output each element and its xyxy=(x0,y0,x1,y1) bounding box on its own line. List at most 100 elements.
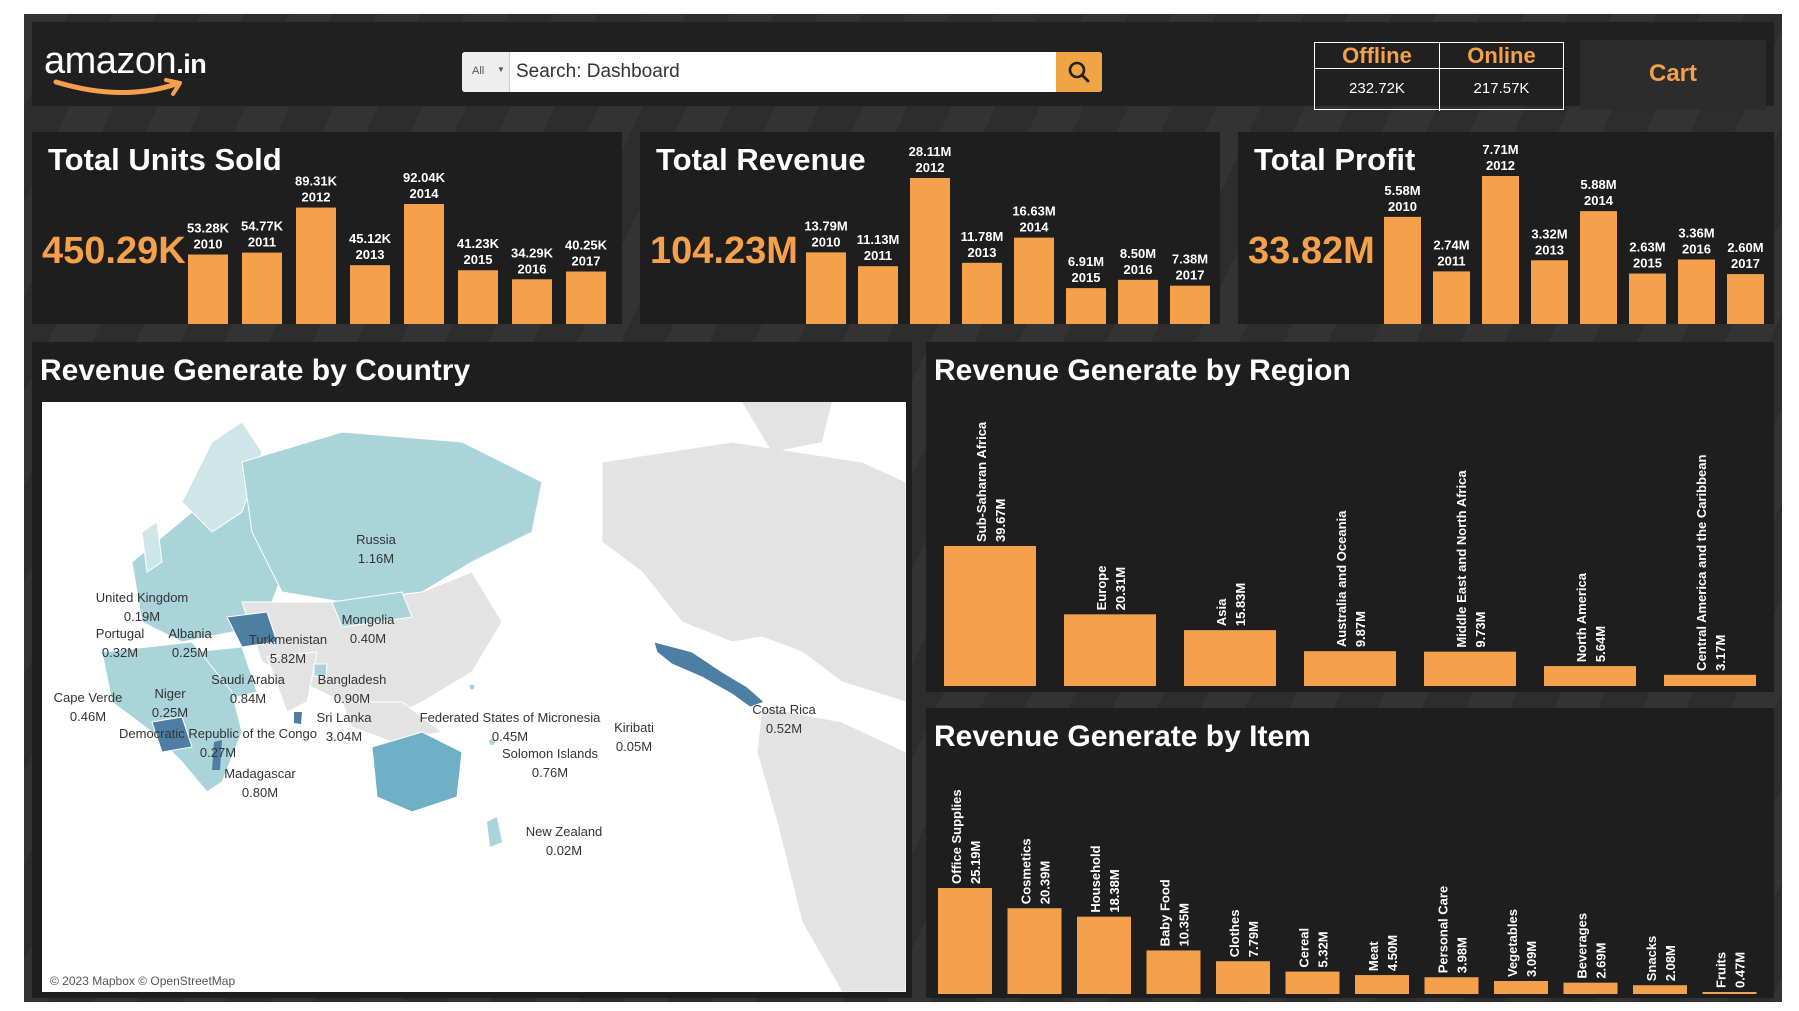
bar-value-label: 41.23K xyxy=(457,236,500,251)
cart-button[interactable]: Cart xyxy=(1580,40,1766,110)
country-value-label: 0.25M xyxy=(172,645,208,660)
bar-year-label: 2013 xyxy=(1535,242,1564,257)
bar-value-label: 2.63M xyxy=(1629,240,1665,255)
bar-2014 xyxy=(1014,237,1054,324)
logo-brand: amazon xyxy=(44,40,177,82)
india-landmass xyxy=(266,651,318,713)
solomon-islands-marker xyxy=(489,739,495,745)
bar-office-supplies xyxy=(938,888,992,994)
country-value-label: 5.82M xyxy=(270,651,306,666)
amazon-logo[interactable]: amazon.in xyxy=(44,40,244,96)
revenue-by-region-title: Revenue Generate by Region xyxy=(934,354,1351,387)
bar-category-label: Household xyxy=(1088,845,1103,912)
country-value-label: 1.16M xyxy=(358,551,394,566)
congo-region xyxy=(151,716,193,753)
bar-fruits xyxy=(1702,992,1757,994)
madagascar-region xyxy=(212,740,222,770)
country-name-label: Democratic Republic of the Congo xyxy=(119,726,317,741)
bar-value-label: 3.09M xyxy=(1524,941,1539,977)
country-name-label: Mongolia xyxy=(342,612,396,627)
revenue-by-item-title: Revenue Generate by Item xyxy=(934,720,1311,753)
search-category-select[interactable]: All ▼ xyxy=(462,52,510,92)
bar-year-label: 2013 xyxy=(356,247,385,262)
bar-value-label: 18.38M xyxy=(1107,869,1122,912)
bar-year-label: 2012 xyxy=(916,160,945,175)
country-name-label: Federated States of Micronesia xyxy=(420,710,601,725)
country-value-label: 0.27M xyxy=(200,745,236,760)
bar-personal-care xyxy=(1424,977,1479,994)
bar-value-label: 3.36M xyxy=(1678,226,1714,241)
bar-year-label: 2012 xyxy=(302,190,331,205)
country-name-label: Madagascar xyxy=(224,766,296,781)
country-value-label: 0.46M xyxy=(70,709,106,724)
bar-value-label: 2.08M xyxy=(1663,945,1678,981)
bar-category-label: Meat xyxy=(1366,941,1381,971)
bar-2013 xyxy=(962,262,1002,324)
country-name-label: Portugal xyxy=(96,626,145,641)
bar-year-label: 2014 xyxy=(1020,220,1050,235)
revenue-by-item-chart: Office Supplies 25.19M Cosmetics 20.39M Hous… xyxy=(938,789,1757,994)
bar-category-label: Clothes xyxy=(1227,910,1242,958)
bar-2017 xyxy=(1727,274,1764,324)
bar-label-group: North America 5.64M xyxy=(1574,572,1608,662)
bar-2017 xyxy=(566,271,606,324)
map-attribution: © 2023 Mapbox © OpenStreetMap xyxy=(50,974,236,988)
search-input[interactable] xyxy=(516,52,1032,92)
bar-value-label: 11.78M xyxy=(961,229,1004,244)
bar-clothes xyxy=(1216,961,1270,994)
bar-year-label: 2010 xyxy=(194,237,223,252)
bar-year-label: 2015 xyxy=(464,252,493,267)
bar-snacks xyxy=(1633,985,1687,994)
bar-2016 xyxy=(1118,279,1158,324)
offline-label: Offline xyxy=(1315,43,1439,69)
revenue-map[interactable]: Russia 1.16M United Kingdom 0.19M Mongolia 0.… xyxy=(42,402,906,992)
bar-value-label: 92.04K xyxy=(403,170,446,185)
bar-value-label: 5.32M xyxy=(1316,931,1331,967)
africa-landmass xyxy=(101,641,243,793)
bar-category-label: Fruits xyxy=(1714,952,1729,988)
revenue-by-country-title: Revenue Generate by Country xyxy=(40,354,471,387)
bar-label-group: Asia 15.83M xyxy=(1214,583,1248,626)
bar-value-label: 0.47M xyxy=(1733,952,1748,988)
bar-2016 xyxy=(512,279,552,324)
bar-value-label: 5.58M xyxy=(1384,183,1420,198)
bar-2015 xyxy=(458,270,498,324)
sri-lanka-region xyxy=(294,712,302,724)
country-name-label: Russia xyxy=(356,532,397,547)
online-label: Online xyxy=(1439,43,1564,69)
uk-landmass xyxy=(141,521,163,573)
mongolia-region xyxy=(331,591,413,628)
header-bar: amazon.in All ▼ Offline 232.72K xyxy=(32,22,1774,111)
bar-year-label: 2016 xyxy=(1682,242,1711,257)
bar-value-label: 15.83M xyxy=(1233,583,1248,626)
country-name-label: Solomon Islands xyxy=(502,746,599,761)
online-cell[interactable]: Online 217.57K xyxy=(1439,43,1564,111)
bar-north-america xyxy=(1544,666,1636,686)
bar-baby-food xyxy=(1146,950,1201,994)
bar-category-label: North America xyxy=(1574,572,1589,662)
offline-cell[interactable]: Offline 232.72K xyxy=(1315,43,1440,111)
bar-2014 xyxy=(404,204,444,324)
bar-value-label: 16.63M xyxy=(1012,204,1055,219)
country-value-label: 0.05M xyxy=(616,739,652,754)
country-name-label: Niger xyxy=(154,686,186,701)
bar-label-group: Snacks 2.08M xyxy=(1644,936,1678,982)
bar-meat xyxy=(1355,975,1409,994)
search-icon xyxy=(1068,61,1090,83)
bar-year-label: 2011 xyxy=(1437,253,1465,268)
bar-cosmetics xyxy=(1007,908,1062,994)
bar-value-label: 2.60M xyxy=(1727,240,1763,255)
chevron-down-icon: ▼ xyxy=(497,65,505,74)
bar-category-label: Central America and the Caribbean xyxy=(1694,455,1709,671)
search-bar: All ▼ xyxy=(462,52,1102,92)
bar-value-label: 7.38M xyxy=(1172,252,1208,267)
bar-value-label: 9.87M xyxy=(1353,611,1368,647)
bar-category-label: Australia and Oceania xyxy=(1334,510,1349,647)
search-button[interactable] xyxy=(1056,52,1102,92)
bar-value-label: 7.71M xyxy=(1482,142,1518,157)
bar-2012 xyxy=(296,207,336,324)
country-name-label: Kiribati xyxy=(614,720,654,735)
bar-year-label: 2017 xyxy=(1731,256,1760,271)
bar-label-group: Cereal 5.32M xyxy=(1297,928,1331,968)
